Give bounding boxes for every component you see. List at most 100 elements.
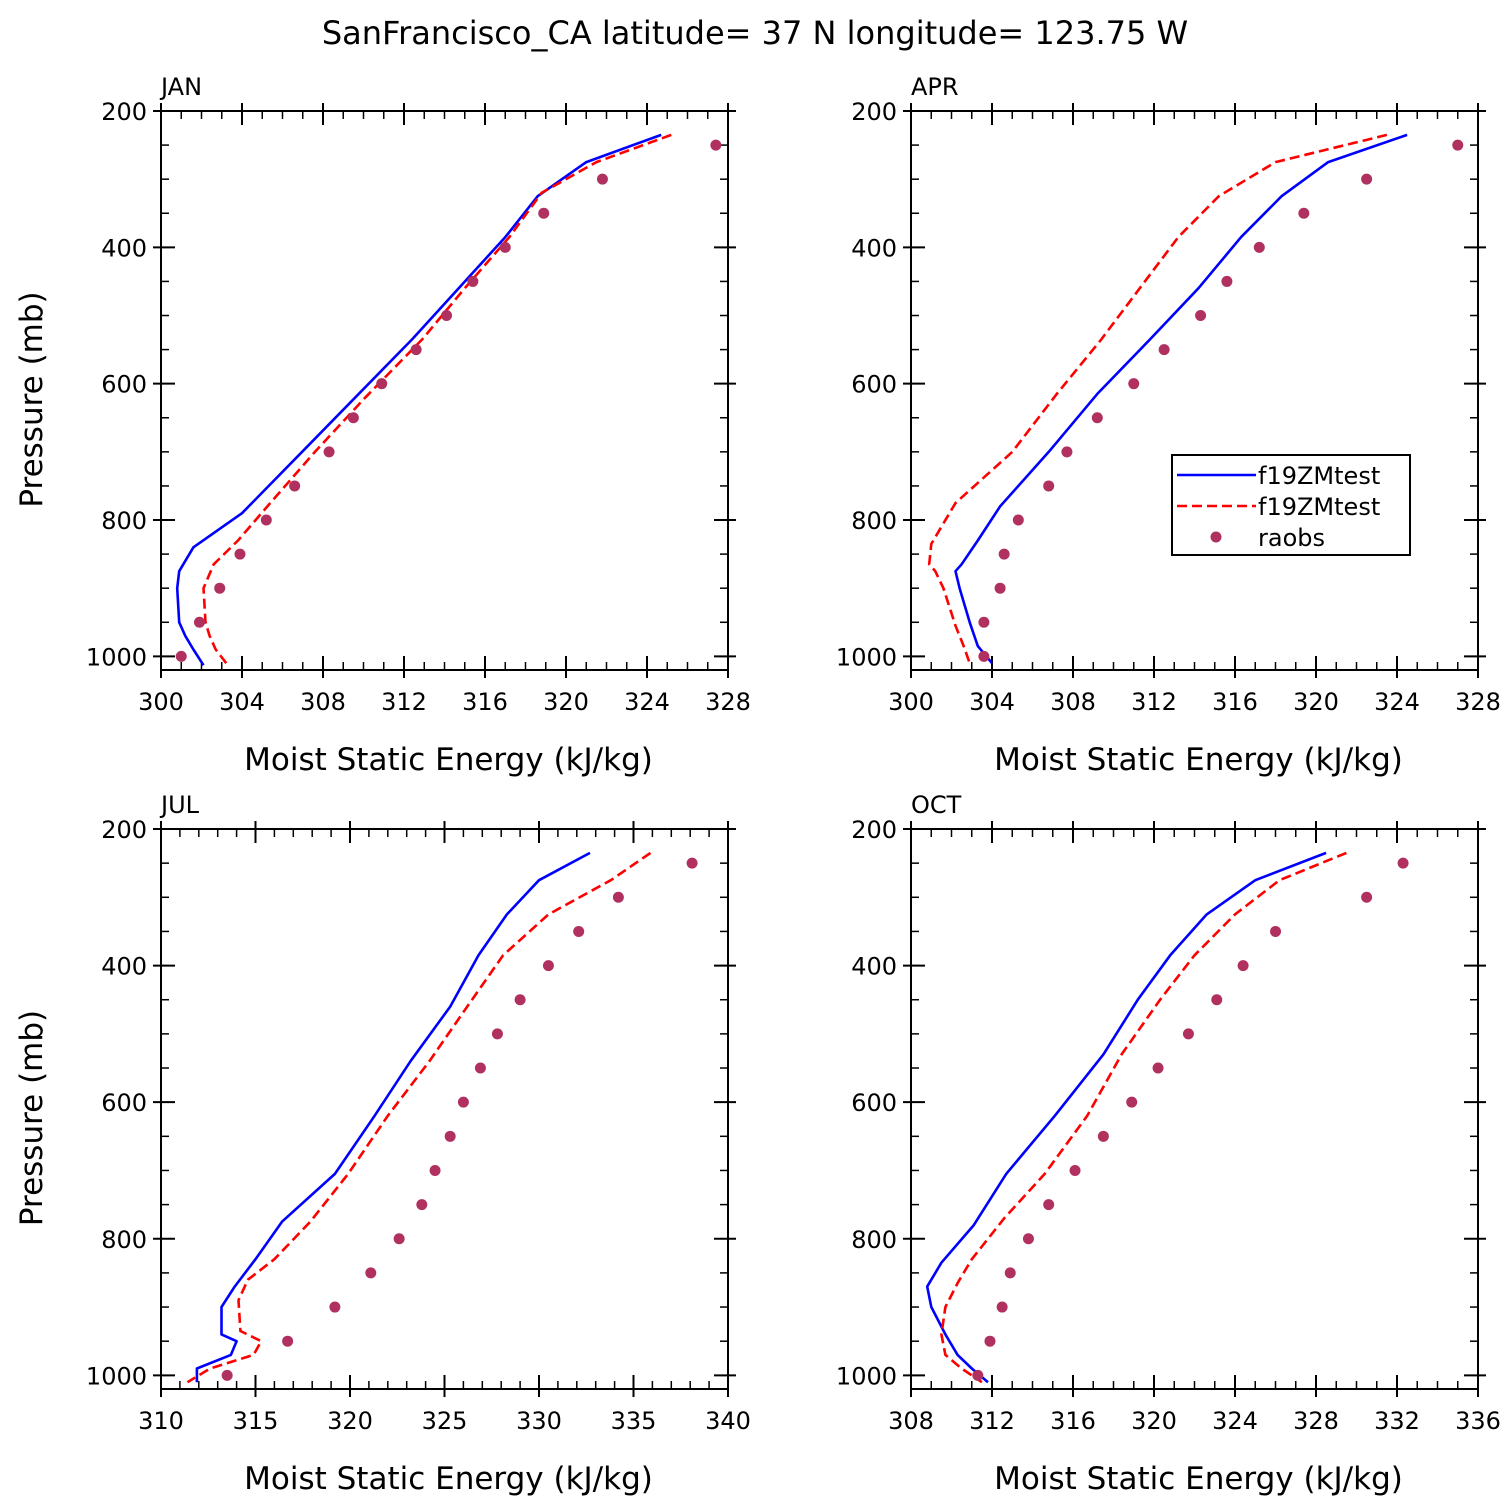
raobs-point [996, 1301, 1008, 1313]
x-tick-label: 308 [300, 688, 346, 716]
raobs-point [457, 1096, 469, 1108]
raobs-point [1097, 1130, 1109, 1142]
series-line-solid [195, 851, 591, 1383]
x-tick-label: 316 [1212, 688, 1258, 716]
series-line-solid [954, 133, 1408, 665]
x-tick-label: 300 [888, 688, 934, 716]
panel-label: OCT [911, 791, 962, 819]
legend: f19ZMtest f19ZMtest raobs [1171, 454, 1411, 556]
legend-label: f19ZMtest [1258, 462, 1380, 490]
raobs-point [282, 1335, 294, 1347]
y-tick-label: 200 [101, 816, 147, 844]
series-line-dashed [940, 851, 1347, 1384]
y-tick-label: 1000 [836, 1362, 897, 1390]
raobs-point [1237, 960, 1249, 972]
x-tick-label: 304 [969, 688, 1015, 716]
raobs-point [329, 1301, 341, 1313]
y-tick-label: 800 [101, 1226, 147, 1254]
x-axis-title: Moist Static Energy (kJ/kg) [994, 742, 1403, 778]
y-tick-label: 200 [101, 98, 147, 126]
plot-frame [160, 110, 729, 671]
x-tick-label: 328 [1293, 1407, 1339, 1435]
raobs-point [444, 1130, 456, 1142]
raobs-point [499, 241, 511, 253]
raobs-point [365, 1267, 377, 1279]
raobs-point [1221, 275, 1233, 287]
raobs-point [596, 173, 608, 185]
x-tick-label: 310 [138, 1407, 184, 1435]
raobs-point [1069, 1164, 1081, 1176]
raobs-point [1361, 173, 1373, 185]
raobs-point [441, 310, 453, 322]
x-tick-label: 300 [138, 688, 184, 716]
y-tick-label: 600 [101, 1089, 147, 1117]
raobs-point [573, 925, 585, 937]
series-line-dashed [186, 851, 652, 1384]
raobs-point [978, 616, 990, 628]
y-tick-label: 600 [101, 371, 147, 399]
x-tick-label: 335 [611, 1407, 657, 1435]
x-tick-label: 328 [705, 688, 751, 716]
raobs-point [214, 582, 226, 594]
y-axis-title: Pressure (mb) [14, 291, 50, 507]
raobs-point [260, 514, 272, 526]
raobs-point [323, 446, 335, 458]
y-tick-label: 800 [101, 507, 147, 535]
raobs-point [1253, 241, 1265, 253]
y-tick-label: 1000 [836, 643, 897, 671]
x-tick-label: 324 [624, 688, 670, 716]
raobs-point [393, 1233, 405, 1245]
x-tick-label: 304 [219, 688, 265, 716]
raobs-point [193, 616, 205, 628]
y-tick-label: 600 [851, 1089, 897, 1117]
legend-label: f19ZMtest [1258, 493, 1380, 521]
raobs-point [972, 1369, 984, 1381]
y-axis-title: Pressure (mb) [14, 1010, 50, 1226]
x-tick-label: 320 [543, 688, 589, 716]
raobs-point [1012, 514, 1024, 526]
x-tick-label: 312 [969, 1407, 1015, 1435]
raobs-point [1361, 891, 1373, 903]
x-tick-label: 336 [1455, 1407, 1501, 1435]
raobs-point [998, 548, 1010, 560]
x-tick-label: 328 [1455, 688, 1501, 716]
raobs-point [175, 650, 187, 662]
x-tick-label: 320 [327, 1407, 373, 1435]
series-line-dashed [202, 133, 672, 666]
raobs-point [1043, 1199, 1055, 1211]
x-tick-label: 312 [1131, 688, 1177, 716]
x-tick-label: 312 [381, 688, 427, 716]
series-line-solid [925, 851, 1327, 1384]
raobs-point [1397, 857, 1409, 869]
raobs-point [410, 344, 422, 356]
raobs-point [686, 857, 698, 869]
x-axis-title: Moist Static Energy (kJ/kg) [244, 1461, 653, 1497]
x-tick-label: 315 [233, 1407, 279, 1435]
x-axis-title: Moist Static Energy (kJ/kg) [244, 742, 653, 778]
raobs-point [1195, 310, 1207, 322]
panel-label: JUL [159, 791, 200, 819]
x-tick-label: 325 [422, 1407, 468, 1435]
raobs-point [416, 1199, 428, 1211]
raobs-point [1004, 1267, 1016, 1279]
legend-label: raobs [1258, 524, 1325, 552]
panel-label: APR [911, 73, 959, 101]
panel-jul: JUL 310 315 320 325 330 335 340 200 400 600 800 1000… [14, 791, 751, 1497]
x-tick-label: 332 [1374, 1407, 1420, 1435]
panel-jan: JAN 300 304 308 312 316 320 324 328 200 400 600 800 1… [14, 73, 751, 778]
raobs-point [474, 1062, 486, 1074]
panel-apr: APR 300 304 308 312 316 320 324 328 200 400 600 800 1… [836, 73, 1501, 778]
raobs-point [1091, 412, 1103, 424]
x-tick-label: 308 [1050, 688, 1096, 716]
raobs-point [1158, 344, 1170, 356]
series-line-solid [175, 133, 662, 666]
panels: JAN 300 304 308 312 316 320 324 328 200 400 600 800 1… [14, 73, 1501, 1497]
raobs-point [542, 960, 554, 972]
raobs-point [978, 650, 990, 662]
raobs-point [984, 1335, 996, 1347]
raobs-point [1022, 1233, 1034, 1245]
y-tick-label: 800 [851, 1226, 897, 1254]
y-tick-label: 400 [851, 234, 897, 262]
raobs-point [1270, 925, 1281, 937]
